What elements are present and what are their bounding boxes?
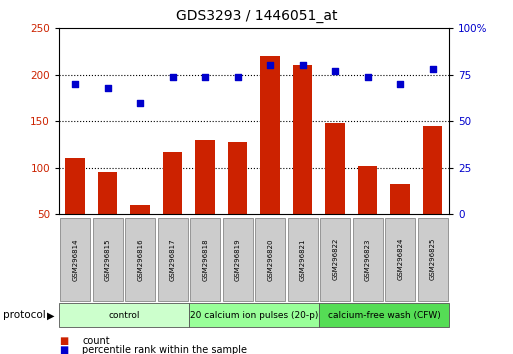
Bar xyxy=(189,303,319,327)
Point xyxy=(266,63,274,68)
Bar xyxy=(418,218,447,301)
Text: GSM296821: GSM296821 xyxy=(300,238,306,281)
Point xyxy=(331,68,339,74)
Bar xyxy=(98,172,117,214)
Point xyxy=(428,67,437,72)
Text: GSM296818: GSM296818 xyxy=(202,238,208,281)
Text: GSM296819: GSM296819 xyxy=(234,238,241,281)
Text: 20 calcium ion pulses (20-p): 20 calcium ion pulses (20-p) xyxy=(190,311,318,320)
Text: GDS3293 / 1446051_at: GDS3293 / 1446051_at xyxy=(176,9,337,23)
Text: percentile rank within the sample: percentile rank within the sample xyxy=(82,345,247,354)
Point xyxy=(136,100,144,105)
Point xyxy=(201,74,209,79)
Text: protocol: protocol xyxy=(3,310,45,320)
Text: ■: ■ xyxy=(59,345,68,354)
Text: GSM296814: GSM296814 xyxy=(72,238,78,281)
Bar xyxy=(293,65,312,214)
Bar xyxy=(320,218,350,301)
Bar xyxy=(195,140,215,214)
Bar xyxy=(158,218,188,301)
Bar xyxy=(353,218,383,301)
Bar xyxy=(319,303,449,327)
Text: GSM296820: GSM296820 xyxy=(267,238,273,281)
Bar xyxy=(288,218,318,301)
Text: calcium-free wash (CFW): calcium-free wash (CFW) xyxy=(327,311,440,320)
Text: ■: ■ xyxy=(59,336,68,346)
Text: GSM296815: GSM296815 xyxy=(105,238,111,281)
Bar xyxy=(255,218,285,301)
Bar xyxy=(93,218,123,301)
Bar xyxy=(163,152,183,214)
Text: GSM296823: GSM296823 xyxy=(365,238,371,281)
Text: GSM296816: GSM296816 xyxy=(137,238,143,281)
Bar xyxy=(325,123,345,214)
Bar xyxy=(130,205,150,214)
Text: ▶: ▶ xyxy=(47,310,54,320)
Text: GSM296824: GSM296824 xyxy=(397,238,403,280)
Point xyxy=(104,85,112,91)
Bar xyxy=(390,183,410,214)
Bar xyxy=(423,126,442,214)
Text: GSM296822: GSM296822 xyxy=(332,238,338,280)
Point xyxy=(364,74,372,79)
Bar xyxy=(66,159,85,214)
Bar xyxy=(223,218,252,301)
Bar xyxy=(385,218,415,301)
Bar xyxy=(358,166,378,214)
Point xyxy=(71,81,80,87)
Text: GSM296817: GSM296817 xyxy=(170,238,176,281)
Text: control: control xyxy=(108,311,140,320)
Point xyxy=(396,81,404,87)
Point xyxy=(169,74,177,79)
Point xyxy=(233,74,242,79)
Bar xyxy=(190,218,220,301)
Bar xyxy=(59,303,189,327)
Bar xyxy=(261,56,280,214)
Text: count: count xyxy=(82,336,110,346)
Bar xyxy=(61,218,90,301)
Point xyxy=(299,63,307,68)
Bar xyxy=(228,142,247,214)
Text: GSM296825: GSM296825 xyxy=(429,238,436,280)
Bar xyxy=(125,218,155,301)
